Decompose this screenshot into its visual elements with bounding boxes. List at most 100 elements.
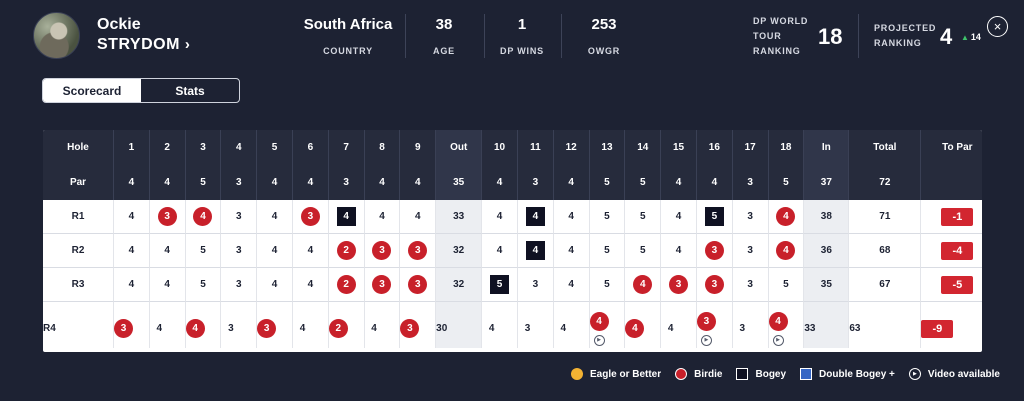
birdie-score: 3	[157, 207, 177, 226]
score-cell: 4	[149, 234, 186, 268]
legend: Eagle or Better Birdie Bogey Double Bogey +…	[571, 368, 1000, 380]
birdie-score: 4	[633, 275, 653, 294]
score-cell: 4	[257, 200, 293, 234]
birdie-score: 3	[257, 319, 277, 338]
score-cell: 2	[328, 268, 365, 302]
score-cell: 3	[661, 268, 697, 302]
legend-label: Birdie	[694, 368, 723, 380]
bogey-score: 5	[490, 275, 510, 294]
par-score: 4	[675, 245, 682, 256]
round-label: R2	[43, 234, 114, 268]
bogey-square-icon	[736, 368, 749, 380]
birdie-score: 4	[625, 319, 645, 338]
par-score: 4	[560, 323, 567, 334]
score-wrap: 3	[733, 319, 752, 338]
player-name[interactable]: Ockie STRYDOM ›	[97, 15, 190, 55]
score-wrap: 3	[300, 207, 320, 226]
play-icon[interactable]: ▶	[772, 334, 784, 346]
bogey-score: 4	[525, 241, 545, 260]
divider	[405, 14, 406, 58]
score-cell: 4	[482, 234, 518, 268]
topar-header: To Par	[921, 130, 982, 165]
legend-item-birdie: Birdie	[675, 368, 722, 380]
birdie-score: 4	[193, 207, 213, 226]
score-wrap: 3	[400, 319, 420, 338]
up-arrow-icon: ▲	[961, 33, 969, 42]
par-score: 3	[747, 279, 753, 290]
birdie-score: 4	[589, 311, 609, 331]
par-value: 5	[185, 165, 222, 200]
score-cell: 3	[221, 302, 258, 348]
par-score: 4	[128, 245, 135, 256]
score-cell: 5	[589, 268, 626, 302]
tab-scorecard[interactable]: Scorecard	[43, 79, 141, 102]
stat-country: South Africa COUNTRY	[300, 0, 396, 70]
play-icon[interactable]: ▶	[593, 334, 605, 346]
birdie-score: 3	[669, 275, 689, 294]
score-cell: 4 ▶	[589, 302, 626, 348]
score-cell: 3	[732, 268, 769, 302]
hole-number: 5	[257, 130, 293, 165]
birdie-score: 2	[328, 319, 348, 338]
out-par: 35	[436, 165, 483, 200]
bogey-score: 4	[525, 207, 545, 226]
score-cell: 3	[149, 200, 186, 234]
score-cell: 5	[768, 268, 805, 302]
par-value: 5	[768, 165, 805, 200]
score-cell: 5	[625, 234, 662, 268]
stat-age: 38 AGE	[412, 0, 476, 70]
score-cell: 3	[400, 268, 437, 302]
score-cell: 4	[328, 200, 365, 234]
birdie-score: 4	[776, 207, 796, 226]
hole-number: 4	[221, 130, 258, 165]
par-score: 4	[568, 245, 574, 256]
score-cell: 3	[257, 302, 293, 348]
score-wrap: 5	[704, 207, 724, 226]
par-score: 4	[667, 323, 674, 334]
birdie-score: 3	[704, 241, 724, 260]
out-score: 30	[436, 302, 483, 348]
close-button[interactable]: ×	[987, 16, 1008, 37]
score-wrap: 3 ▶	[696, 311, 716, 346]
double-bogey-square-icon	[800, 368, 813, 380]
hole-number: 7	[328, 130, 365, 165]
tab-stats[interactable]: Stats	[175, 83, 205, 98]
par-value: 4	[400, 165, 437, 200]
hole-number: 13	[589, 130, 626, 165]
dp-ranking-label: DP WORLD TOUR RANKING	[753, 14, 808, 59]
chevron-right-icon[interactable]: ›	[184, 36, 190, 53]
score-wrap: 5	[597, 207, 616, 226]
score-wrap: 5	[490, 275, 510, 294]
ranking-movement: ▲ 14	[961, 32, 981, 42]
out-score: 32	[436, 234, 483, 268]
score-wrap: 4	[776, 207, 796, 226]
round-label: R1	[43, 200, 114, 234]
hole-number: 9	[400, 130, 437, 165]
par-score: 4	[271, 245, 278, 256]
player-first-name: Ockie	[97, 16, 141, 33]
par-score: 4	[307, 245, 314, 256]
play-icon[interactable]: ▶	[700, 334, 712, 346]
score-wrap: 4	[365, 319, 384, 338]
score-wrap: 3	[741, 207, 760, 226]
birdie-score: 3	[372, 241, 392, 260]
player-header: Ockie STRYDOM › South Africa COUNTRY 38 A…	[0, 0, 1024, 70]
projected-ranking-label-line: RANKING	[874, 38, 922, 48]
score-cell: 3 ▶	[696, 302, 733, 348]
player-last-name[interactable]: STRYDOM	[97, 36, 180, 53]
par-score: 3	[228, 323, 234, 334]
par-score: 5	[200, 245, 206, 256]
score-wrap: 2	[336, 241, 356, 260]
hole-number: 14	[625, 130, 662, 165]
score-wrap: 4	[482, 319, 501, 338]
legend-label: Double Bogey +	[819, 368, 895, 380]
par-score: 3	[739, 323, 746, 334]
score-cell: 3	[221, 268, 258, 302]
birdie-score: 3	[114, 319, 133, 338]
round-label: R3	[43, 268, 114, 302]
score-wrap: 4	[301, 241, 320, 260]
dp-ranking-value: 18	[818, 24, 843, 49]
score-wrap: 5	[633, 207, 652, 226]
score-cell: 5	[185, 268, 222, 302]
dp-ranking-label-line: TOUR	[753, 31, 782, 41]
